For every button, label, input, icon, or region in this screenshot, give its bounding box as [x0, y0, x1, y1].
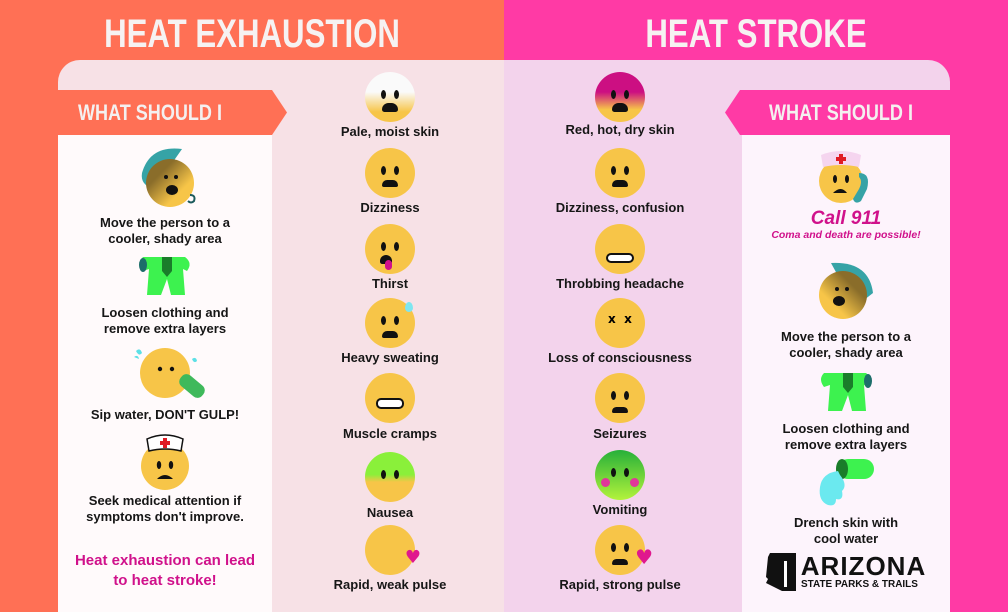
symptom-item: Nausea [276, 452, 504, 521]
symptom-item: Muscle cramps [276, 373, 504, 442]
heat-exhaustion-title: HEAT EXHAUSTION [104, 12, 400, 56]
action-label: Loosen clothing and remove extra layers [782, 421, 910, 452]
action-label: Drench skin with cool water [793, 515, 899, 546]
exhaustion-warning: Heat exhaustion can lead to heat stroke! [74, 552, 256, 589]
seizure-face-icon [595, 373, 645, 423]
action-label: Move the person to a cooler, shady area [99, 215, 231, 246]
bucket-water-icon [819, 459, 874, 506]
symptom-item: Heavy sweating [276, 298, 504, 366]
action-item: Move the person to a cooler, shady area [58, 143, 272, 247]
action-item: Drench skin with cool water [742, 457, 950, 547]
action-item: Loosen clothing and remove extra layers [58, 253, 272, 337]
symptom-item: Vomiting [506, 450, 734, 518]
red-hot-face-icon [595, 72, 645, 122]
nurse-phone-emoji-icon [819, 151, 868, 203]
dizzy-face-icon [595, 148, 645, 198]
nauseated-face-icon [365, 452, 415, 502]
thirsty-face-icon [365, 224, 415, 274]
grimacing-face-icon [365, 373, 415, 423]
symptom-item: Red, hot, dry skin [506, 72, 734, 138]
symptom-item: Dizziness [276, 148, 504, 216]
exhaustion-actions-panel: Move the person to a cooler, shady area … [58, 135, 272, 612]
water-bottle-emoji-icon [134, 348, 205, 398]
action-item: Sip water, DON'T GULP! [58, 343, 272, 423]
unconscious-face-icon: x x [595, 298, 645, 348]
weak-pulse-face-icon: ♥ [365, 525, 421, 575]
arizona-state-icon [765, 553, 796, 591]
action-label: Seek medical attention if symptoms don't… [86, 493, 244, 524]
action-label: Loosen clothing and remove extra layers [101, 305, 229, 336]
symptom-item: Seizures [506, 373, 734, 442]
symptom-item: Thirst [276, 224, 504, 292]
symptom-item: Pale, moist skin [276, 72, 504, 140]
stroke-actions-panel: Call 911 Coma and death are possible! Mo… [742, 135, 950, 612]
shirt-icon [821, 373, 872, 411]
call-911-text: Call 911 [810, 208, 882, 229]
exhaustion-what-to-do-banner: WHAT SHOULD I DO? [58, 90, 287, 135]
action-label: Sip water, DON'T GULP! [90, 407, 240, 422]
symptom-item: Throbbing headache [506, 224, 734, 292]
symptom-item: ♥ Rapid, weak pulse [276, 525, 504, 593]
heat-stroke-title: HEAT STROKE [645, 12, 867, 56]
action-label: Move the person to a cooler, shady area [780, 329, 912, 360]
shirt-icon [139, 257, 190, 295]
umbrella-emoji-icon [819, 262, 873, 319]
stroke-what-to-do-banner: WHAT SHOULD I DO? [725, 90, 950, 135]
symptom-item: x x Loss of consciousness [506, 298, 734, 366]
dizzy-face-icon [365, 148, 415, 198]
action-item: Move the person to a cooler, shady area [742, 255, 950, 361]
umbrella-emoji-icon [141, 148, 196, 207]
headache-face-icon [595, 224, 645, 274]
sweating-face-icon [365, 298, 415, 348]
pale-face-icon [365, 72, 415, 122]
vomiting-face-icon [595, 450, 645, 500]
nurse-emoji-icon [141, 434, 189, 490]
coma-warning-text: Coma and death are possible! [771, 229, 921, 241]
action-item: Seek medical attention if symptoms don't… [58, 433, 272, 525]
symptom-item: Dizziness, confusion [506, 148, 734, 216]
symptom-item: ♥ Rapid, strong pulse [506, 525, 734, 593]
strong-pulse-face-icon: ♥ [595, 525, 653, 575]
call-911-item: Call 911 Coma and death are possible! [742, 147, 950, 242]
arizona-state-parks-logo: ARIZONA STATE PARKS & TRAILS [742, 553, 950, 591]
action-item: Loosen clothing and remove extra layers [742, 369, 950, 453]
